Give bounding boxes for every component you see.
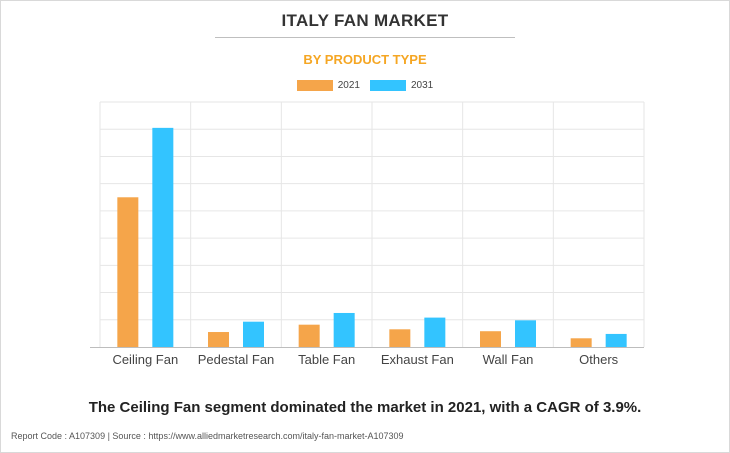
legend-item-2021: 2021 bbox=[296, 80, 360, 91]
chart-subtitle: BY PRODUCT TYPE bbox=[303, 52, 427, 67]
legend-label-2031: 2031 bbox=[411, 80, 434, 91]
bar-2021-pedestal-fan bbox=[208, 332, 229, 347]
bar-2031-table-fan bbox=[333, 312, 355, 347]
x-tick-label: Others bbox=[579, 352, 619, 367]
chart-caption: The Ceiling Fan segment dominated the ma… bbox=[88, 399, 642, 416]
x-tick-label: Pedestal Fan bbox=[198, 352, 275, 367]
chart-title: ITALY FAN MARKET bbox=[281, 11, 449, 30]
legend-swatch-2031 bbox=[370, 80, 406, 91]
bar-2021-wall-fan bbox=[480, 331, 501, 347]
legend: 2021 2031 bbox=[0, 80, 730, 91]
bar-2031-ceiling-fan bbox=[152, 127, 174, 347]
bar-2021-table-fan bbox=[298, 324, 320, 347]
x-tick-label: Ceiling Fan bbox=[112, 352, 178, 367]
bar-2031-exhaust-fan bbox=[424, 317, 446, 347]
bar-2021-others bbox=[570, 338, 592, 347]
x-tick-label: Table Fan bbox=[298, 352, 355, 367]
bar-2031-wall-fan bbox=[515, 320, 536, 347]
legend-label-2021: 2021 bbox=[337, 80, 360, 91]
bar-2031-pedestal-fan bbox=[243, 321, 264, 347]
x-tick-label: Wall Fan bbox=[483, 352, 534, 367]
title-divider bbox=[215, 37, 515, 38]
source-footer: Report Code : A107309 | Source : https:/… bbox=[11, 431, 404, 441]
legend-item-2031: 2031 bbox=[370, 80, 433, 91]
x-tick-label: Exhaust Fan bbox=[381, 352, 454, 367]
bar-2031-others bbox=[605, 333, 627, 347]
legend-swatch-2021 bbox=[296, 80, 333, 91]
bar-2021-ceiling-fan bbox=[117, 197, 139, 347]
bar-2021-exhaust-fan bbox=[389, 329, 411, 347]
